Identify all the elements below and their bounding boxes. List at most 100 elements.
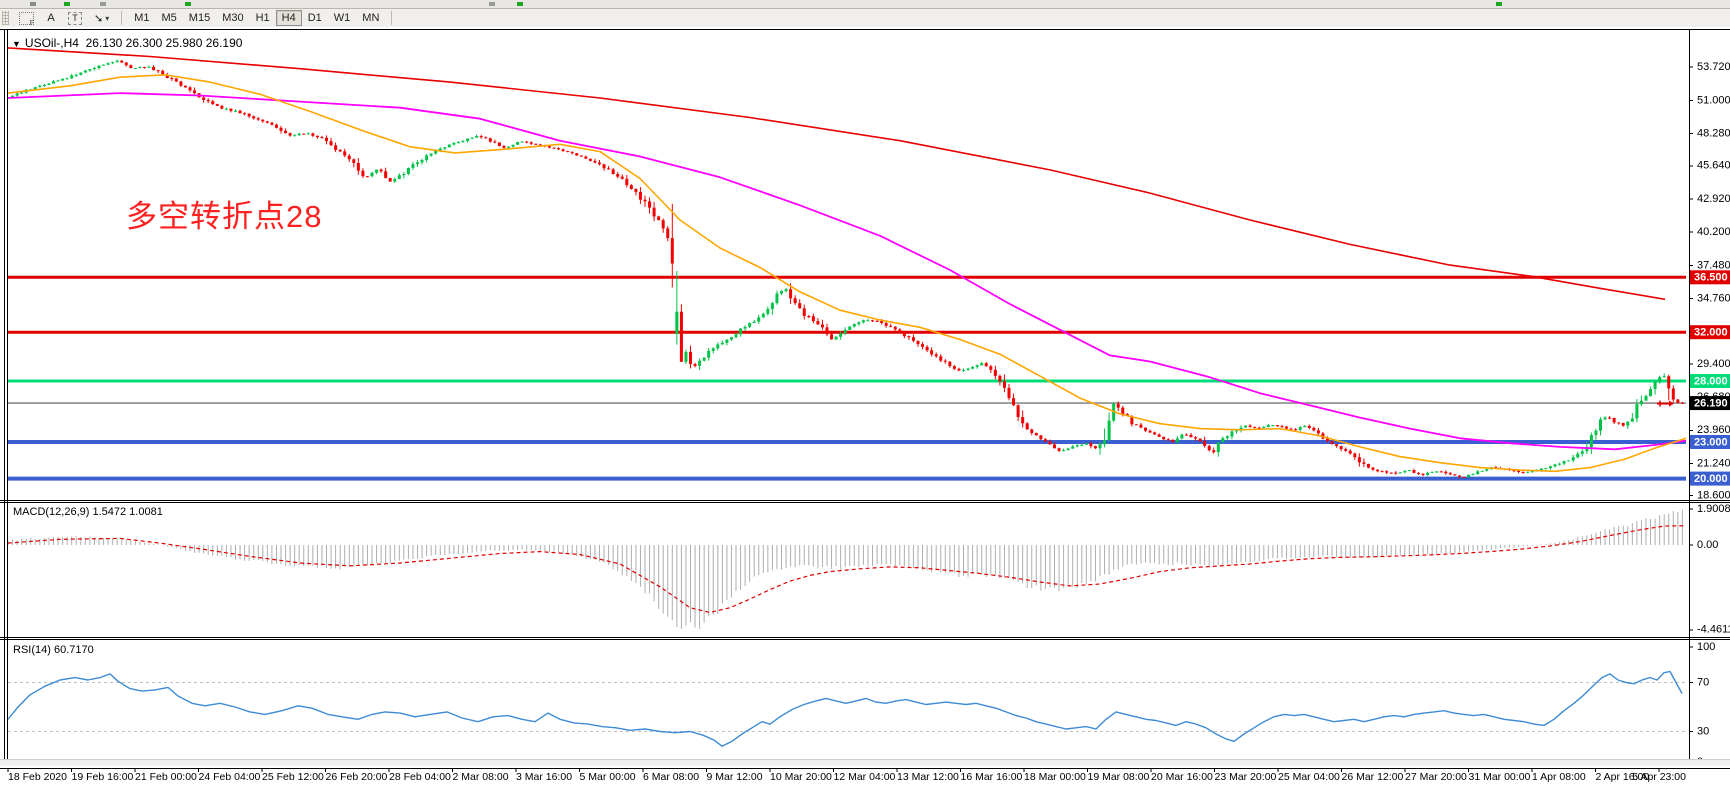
text-label-button[interactable]: T bbox=[62, 10, 88, 26]
chart-toolbar: F A T ➘ ▾ M1 M5 M15 M30 H1 H4 D1 W1 MN bbox=[0, 9, 1730, 28]
status-bar bbox=[0, 759, 1730, 766]
toolbar-remnant-mark bbox=[1496, 2, 1502, 6]
date-axis-label: 20 Mar 16:00 bbox=[1151, 771, 1213, 783]
ma-fast-orange-line bbox=[8, 74, 1686, 473]
timeframe-button-MN[interactable]: MN bbox=[362, 12, 380, 24]
pencil-icon: ➘ bbox=[94, 12, 104, 25]
macd-axis-label: 1.9008 bbox=[1697, 503, 1730, 515]
date-axis-label: 26 Mar 12:00 bbox=[1342, 771, 1404, 783]
date-axis-label: 5 Mar 00:00 bbox=[580, 771, 636, 783]
macd-indicator-label: MACD(12,26,9) 1.5472 1.0081 bbox=[13, 506, 163, 518]
toolbar-remnant-mark bbox=[100, 2, 106, 6]
ma-mid-magenta-line bbox=[8, 92, 1686, 451]
macd-axis-label: -4.4611 bbox=[1697, 624, 1730, 636]
price-chart-canvas[interactable]: 53.720 51.000 48.280 45.640 42.920 40.200 37.4… bbox=[0, 27, 1730, 792]
toolbar-separator bbox=[391, 11, 393, 25]
timeframe-button-D1[interactable]: D1 bbox=[307, 12, 322, 24]
timeframe-button-M30[interactable]: M30 bbox=[222, 12, 244, 24]
y-axis-label: 34.760 bbox=[1697, 292, 1730, 304]
toolbar-separator bbox=[121, 11, 123, 25]
date-axis-label: 10 Mar 20:00 bbox=[770, 771, 832, 783]
date-axis-label: 19 Feb 16:00 bbox=[72, 771, 134, 783]
svg-text:36.500: 36.500 bbox=[1694, 272, 1728, 284]
timeframe-button-M1[interactable]: M1 bbox=[134, 12, 150, 24]
toolbar-remnant-mark bbox=[185, 2, 191, 6]
date-axis-label: 1 Apr 08:00 bbox=[1532, 771, 1586, 783]
y-axis-label: 48.280 bbox=[1697, 127, 1730, 139]
toolbar-remnant-mark bbox=[64, 2, 70, 6]
date-axis-label: 24 Feb 04:00 bbox=[199, 771, 261, 783]
chart-area[interactable]: 53.720 51.000 48.280 45.640 42.920 40.200 37.4… bbox=[0, 27, 1730, 792]
y-axis-label: 53.720 bbox=[1697, 61, 1730, 73]
y-axis-label: 40.200 bbox=[1697, 226, 1730, 238]
macd-axis-label: 0.00 bbox=[1697, 539, 1718, 551]
date-axis-label: 31 Mar 00:00 bbox=[1469, 771, 1531, 783]
symbol-timeframe-label: USOil-,H4 bbox=[24, 36, 79, 50]
y-axis-label: 45.640 bbox=[1697, 160, 1730, 172]
rsi-panel[interactable] bbox=[8, 670, 1686, 747]
chart-background bbox=[0, 27, 1730, 792]
current-price-badge: 26.190 bbox=[1690, 396, 1730, 411]
toolbar-grip-handle[interactable] bbox=[2, 11, 9, 25]
rsi-line bbox=[8, 670, 1683, 747]
macd-panel[interactable] bbox=[8, 509, 1685, 629]
date-axis-label: 25 Feb 12:00 bbox=[262, 771, 324, 783]
template-grid-icon: F bbox=[19, 11, 34, 27]
date-axis-label: 6 Mar 08:00 bbox=[643, 771, 699, 783]
timeframe-button-M5[interactable]: M5 bbox=[161, 12, 177, 24]
y-axis-label: 51.000 bbox=[1697, 94, 1730, 106]
font-a-icon: A bbox=[47, 12, 55, 24]
y-axis-label: 23.960 bbox=[1697, 424, 1730, 436]
chart-text-annotation[interactable]: 多空转折点28 bbox=[126, 199, 323, 234]
date-axis-label: 5 Apr 23:00 bbox=[1632, 771, 1686, 783]
timeframe-button-M15[interactable]: M15 bbox=[188, 12, 211, 24]
svg-text:32.000: 32.000 bbox=[1694, 327, 1728, 339]
y-axis-label: 21.240 bbox=[1697, 457, 1730, 469]
price-line-badge-20.000: 20.000 bbox=[1690, 471, 1730, 486]
date-axis-label: 2 Apr 16:00 bbox=[1596, 771, 1650, 783]
rsi-axis-label: 100 bbox=[1697, 641, 1715, 653]
timeframe-button-H4[interactable]: H4 bbox=[275, 10, 302, 26]
draw-tools-button[interactable]: ➘ ▾ bbox=[88, 10, 115, 26]
templates-button[interactable]: F bbox=[13, 10, 40, 27]
svg-text:28.000: 28.000 bbox=[1694, 375, 1728, 387]
symbol-dropdown-icon[interactable]: ▼ bbox=[12, 39, 21, 49]
main-price-panel[interactable] bbox=[7, 47, 1687, 481]
timeframe-button-group: M1 M5 M15 M30 H1 H4 D1 W1 MN bbox=[128, 10, 385, 26]
date-axis-label: 27 Mar 20:00 bbox=[1405, 771, 1467, 783]
date-axis-label: 3 Mar 16:00 bbox=[516, 771, 572, 783]
toolbar-remnant-mark bbox=[30, 2, 36, 6]
date-axis-label: 28 Feb 04:00 bbox=[389, 771, 451, 783]
font-tool-button[interactable]: A bbox=[40, 10, 62, 26]
text-box-icon: T bbox=[68, 11, 82, 25]
rsi-axis-label: 70 bbox=[1697, 676, 1709, 688]
sell-arrow-icon[interactable] bbox=[1657, 400, 1674, 407]
price-line-badge-23.000: 23.000 bbox=[1690, 435, 1730, 449]
date-axis-label: 21 Feb 00:00 bbox=[135, 771, 197, 783]
date-axis-label: 26 Feb 20:00 bbox=[326, 771, 388, 783]
svg-text:20.000: 20.000 bbox=[1694, 473, 1728, 485]
ohlc-values: 26.130 26.300 25.980 26.190 bbox=[85, 36, 243, 50]
timeframe-button-H1[interactable]: H1 bbox=[255, 12, 270, 24]
chart-title: ▼ USOil-,H4 26.130 26.300 25.980 26.190 bbox=[12, 36, 242, 50]
timeframe-button-W1[interactable]: W1 bbox=[333, 12, 351, 24]
date-axis-label: 2 Mar 08:00 bbox=[453, 771, 509, 783]
date-axis-label: 18 Feb 2020 bbox=[8, 771, 67, 783]
y-axis-label: 42.920 bbox=[1697, 193, 1730, 205]
date-axis-label: 19 Mar 08:00 bbox=[1088, 771, 1150, 783]
date-axis-label: 16 Mar 16:00 bbox=[961, 771, 1023, 783]
price-line-badge-28.000: 28.000 bbox=[1690, 374, 1730, 388]
price-line-badge-36.500: 36.500 bbox=[1690, 270, 1730, 285]
toolbar-remnant-mark bbox=[489, 2, 495, 6]
date-axis-label: 25 Mar 04:00 bbox=[1278, 771, 1340, 783]
window-top-strip bbox=[0, 0, 1730, 9]
chevron-down-icon: ▾ bbox=[105, 13, 110, 23]
ma-slow-red-line bbox=[8, 47, 1666, 301]
macd-signal-line bbox=[8, 525, 1685, 614]
toolbar-remnant-mark bbox=[517, 2, 523, 6]
date-axis-label: 12 Mar 04:00 bbox=[834, 771, 896, 783]
rsi-axis-label: 30 bbox=[1697, 725, 1709, 737]
rsi-indicator-label: RSI(14) 60.7170 bbox=[13, 644, 94, 656]
date-axis-label: 18 Mar 00:00 bbox=[1024, 771, 1086, 783]
svg-text:26.190: 26.190 bbox=[1694, 397, 1728, 409]
